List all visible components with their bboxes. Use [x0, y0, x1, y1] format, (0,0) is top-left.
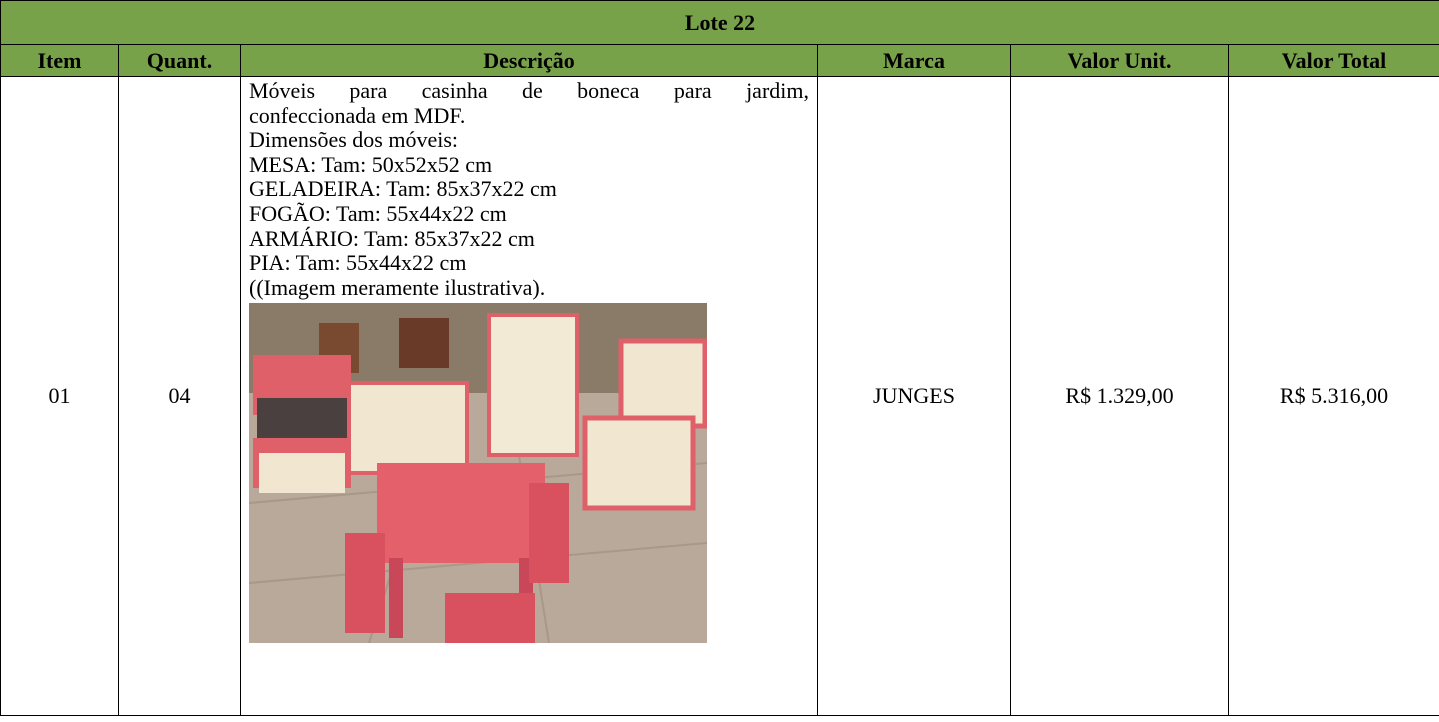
- description-line: Móveis para casinha de boneca para jardi…: [249, 78, 809, 103]
- description-line: PIA: Tam: 55x44x22 cm: [249, 250, 467, 276]
- description-cell: Móveis para casinha de boneca para jardi…: [240, 76, 818, 716]
- description-line: Dimensões dos móveis:: [249, 127, 458, 153]
- product-photo: [249, 303, 707, 644]
- description-line: ((Imagem meramente ilustrativa).: [249, 274, 546, 300]
- description-line: confeccionada em MDF.: [249, 102, 466, 128]
- header-row: Item Quant. Descrição Marca Valor Unit. …: [0, 44, 1439, 77]
- table-title: Lote 22: [0, 0, 1439, 45]
- description-line: FOGÃO: Tam: 55x44x22 cm: [249, 200, 507, 226]
- brand-cell: JUNGES: [817, 76, 1011, 716]
- title-row: Lote 22: [0, 0, 1439, 45]
- header-cell: Valor Total: [1227, 44, 1439, 77]
- header-cell: Marca: [817, 44, 1011, 77]
- quantity-cell: 04: [118, 76, 241, 716]
- header-cell: Descrição: [240, 44, 818, 77]
- header-cell: Item: [0, 44, 119, 77]
- total-value-cell: R$ 5.316,00: [1227, 76, 1439, 716]
- item-cell: 01: [0, 76, 119, 716]
- description-line: MESA: Tam: 50x52x52 cm: [249, 151, 493, 177]
- description-line: GELADEIRA: Tam: 85x37x22 cm: [249, 176, 557, 202]
- header-cell: Quant.: [118, 44, 241, 77]
- description-lines: Móveis para casinha de boneca para jardi…: [249, 78, 809, 300]
- header-cell: Valor Unit.: [1010, 44, 1229, 77]
- description-line: ARMÁRIO: Tam: 85x37x22 cm: [249, 225, 535, 251]
- data-row: 01 04 Móveis para casinha de boneca para…: [0, 76, 1439, 716]
- unit-value-cell: R$ 1.329,00: [1010, 76, 1229, 716]
